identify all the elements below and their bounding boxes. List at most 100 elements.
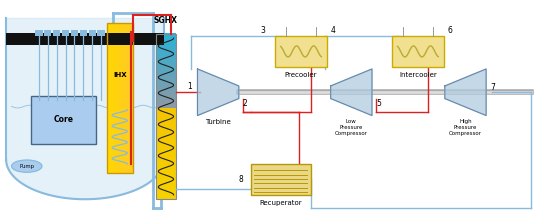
- Bar: [156, 91, 176, 96]
- Bar: [107, 23, 133, 173]
- Text: 4: 4: [331, 26, 336, 35]
- Text: 1: 1: [187, 82, 192, 91]
- Bar: [156, 37, 176, 42]
- Polygon shape: [6, 18, 164, 199]
- Bar: [156, 34, 176, 199]
- Bar: [117, 23, 119, 173]
- Bar: [125, 23, 127, 173]
- Bar: [156, 153, 176, 158]
- Bar: [156, 137, 176, 141]
- Bar: [156, 50, 176, 54]
- Bar: [156, 103, 176, 108]
- Text: 7: 7: [490, 83, 495, 92]
- Bar: [156, 95, 176, 100]
- Bar: [35, 30, 43, 36]
- Bar: [156, 62, 176, 67]
- Bar: [156, 190, 176, 195]
- Bar: [156, 99, 176, 104]
- Circle shape: [11, 160, 42, 172]
- Text: 6: 6: [448, 26, 453, 35]
- Bar: [275, 36, 327, 67]
- Bar: [156, 54, 176, 59]
- Polygon shape: [445, 69, 486, 115]
- Bar: [156, 194, 176, 199]
- Text: 8: 8: [239, 175, 244, 184]
- Bar: [130, 23, 131, 173]
- Bar: [156, 161, 176, 166]
- Bar: [156, 170, 176, 174]
- Bar: [123, 23, 124, 173]
- Bar: [113, 23, 114, 173]
- Text: Pump: Pump: [19, 164, 34, 169]
- Text: Turbine: Turbine: [205, 119, 231, 125]
- Bar: [53, 30, 60, 36]
- Bar: [107, 23, 108, 173]
- Bar: [156, 75, 176, 79]
- Bar: [156, 165, 176, 170]
- Bar: [156, 182, 176, 187]
- Bar: [156, 70, 176, 75]
- Bar: [156, 83, 176, 87]
- Text: 2: 2: [243, 99, 247, 108]
- Bar: [128, 23, 129, 173]
- Bar: [156, 132, 176, 137]
- Bar: [156, 157, 176, 162]
- Bar: [156, 46, 176, 50]
- Bar: [88, 30, 96, 36]
- Bar: [156, 124, 176, 129]
- Bar: [71, 30, 78, 36]
- Text: IHX: IHX: [113, 72, 126, 78]
- Bar: [156, 145, 176, 150]
- Bar: [156, 66, 176, 71]
- Bar: [156, 128, 176, 133]
- Polygon shape: [197, 69, 239, 115]
- Text: 5: 5: [376, 99, 381, 108]
- Bar: [109, 23, 111, 173]
- Bar: [31, 95, 96, 144]
- Bar: [120, 23, 122, 173]
- Bar: [156, 149, 176, 154]
- Bar: [156, 186, 176, 191]
- Bar: [124, 23, 126, 173]
- Bar: [251, 164, 311, 195]
- Bar: [156, 108, 176, 112]
- Text: SGHX: SGHX: [154, 16, 178, 25]
- Bar: [108, 23, 110, 173]
- Text: High
Pressure
Compressor: High Pressure Compressor: [449, 119, 482, 136]
- Bar: [156, 141, 176, 145]
- Text: Intercooler: Intercooler: [399, 72, 437, 78]
- Bar: [6, 33, 164, 45]
- Bar: [156, 174, 176, 178]
- Polygon shape: [331, 69, 372, 115]
- Bar: [62, 30, 69, 36]
- Bar: [156, 112, 176, 117]
- Text: Core: Core: [53, 115, 73, 124]
- Bar: [119, 23, 121, 173]
- Bar: [98, 30, 105, 36]
- Text: Low
Pressure
Compressor: Low Pressure Compressor: [335, 119, 368, 136]
- Bar: [122, 23, 123, 173]
- Bar: [156, 58, 176, 63]
- Bar: [126, 23, 128, 173]
- Bar: [123, 23, 125, 173]
- Bar: [111, 23, 112, 173]
- Bar: [156, 120, 176, 125]
- Bar: [156, 116, 176, 121]
- Text: Recuperator: Recuperator: [259, 200, 302, 206]
- Bar: [114, 23, 116, 173]
- Bar: [118, 23, 120, 173]
- Text: Precooler: Precooler: [285, 72, 317, 78]
- Bar: [44, 30, 51, 36]
- Bar: [156, 87, 176, 92]
- Bar: [110, 23, 111, 173]
- Bar: [156, 79, 176, 83]
- Bar: [116, 23, 118, 173]
- Bar: [115, 23, 117, 173]
- Bar: [112, 23, 113, 173]
- Bar: [156, 33, 176, 38]
- Bar: [132, 23, 134, 173]
- Bar: [131, 23, 132, 173]
- Bar: [129, 23, 130, 173]
- Bar: [156, 178, 176, 183]
- Text: 3: 3: [261, 26, 266, 35]
